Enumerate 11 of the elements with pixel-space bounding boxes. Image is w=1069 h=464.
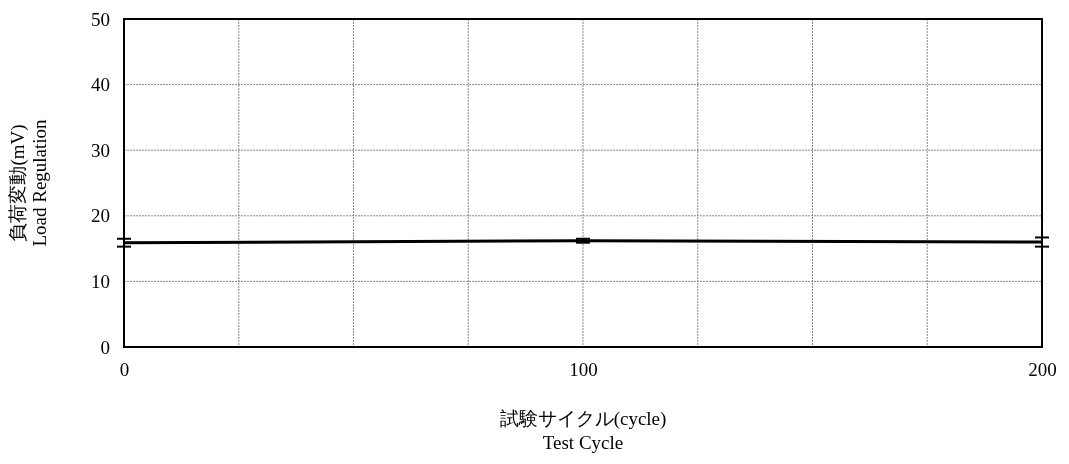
x-tick-label: 200 [1028, 359, 1057, 381]
x-tick-label: 100 [569, 359, 598, 381]
y-tick-label: 20 [91, 205, 110, 227]
y-tick-label: 0 [100, 336, 110, 358]
x-axis-title: 試験サイクル(cycle) Test Cycle [499, 408, 667, 453]
y-tick-label: 40 [91, 74, 110, 96]
y-tick-label: 10 [91, 270, 110, 292]
x-tick-label: 0 [119, 359, 130, 381]
y-tick-label: 30 [91, 139, 110, 161]
y-tick-label: 50 [91, 8, 110, 30]
y-axis-title: 負荷変動(mV) Load Regulation [7, 118, 50, 247]
